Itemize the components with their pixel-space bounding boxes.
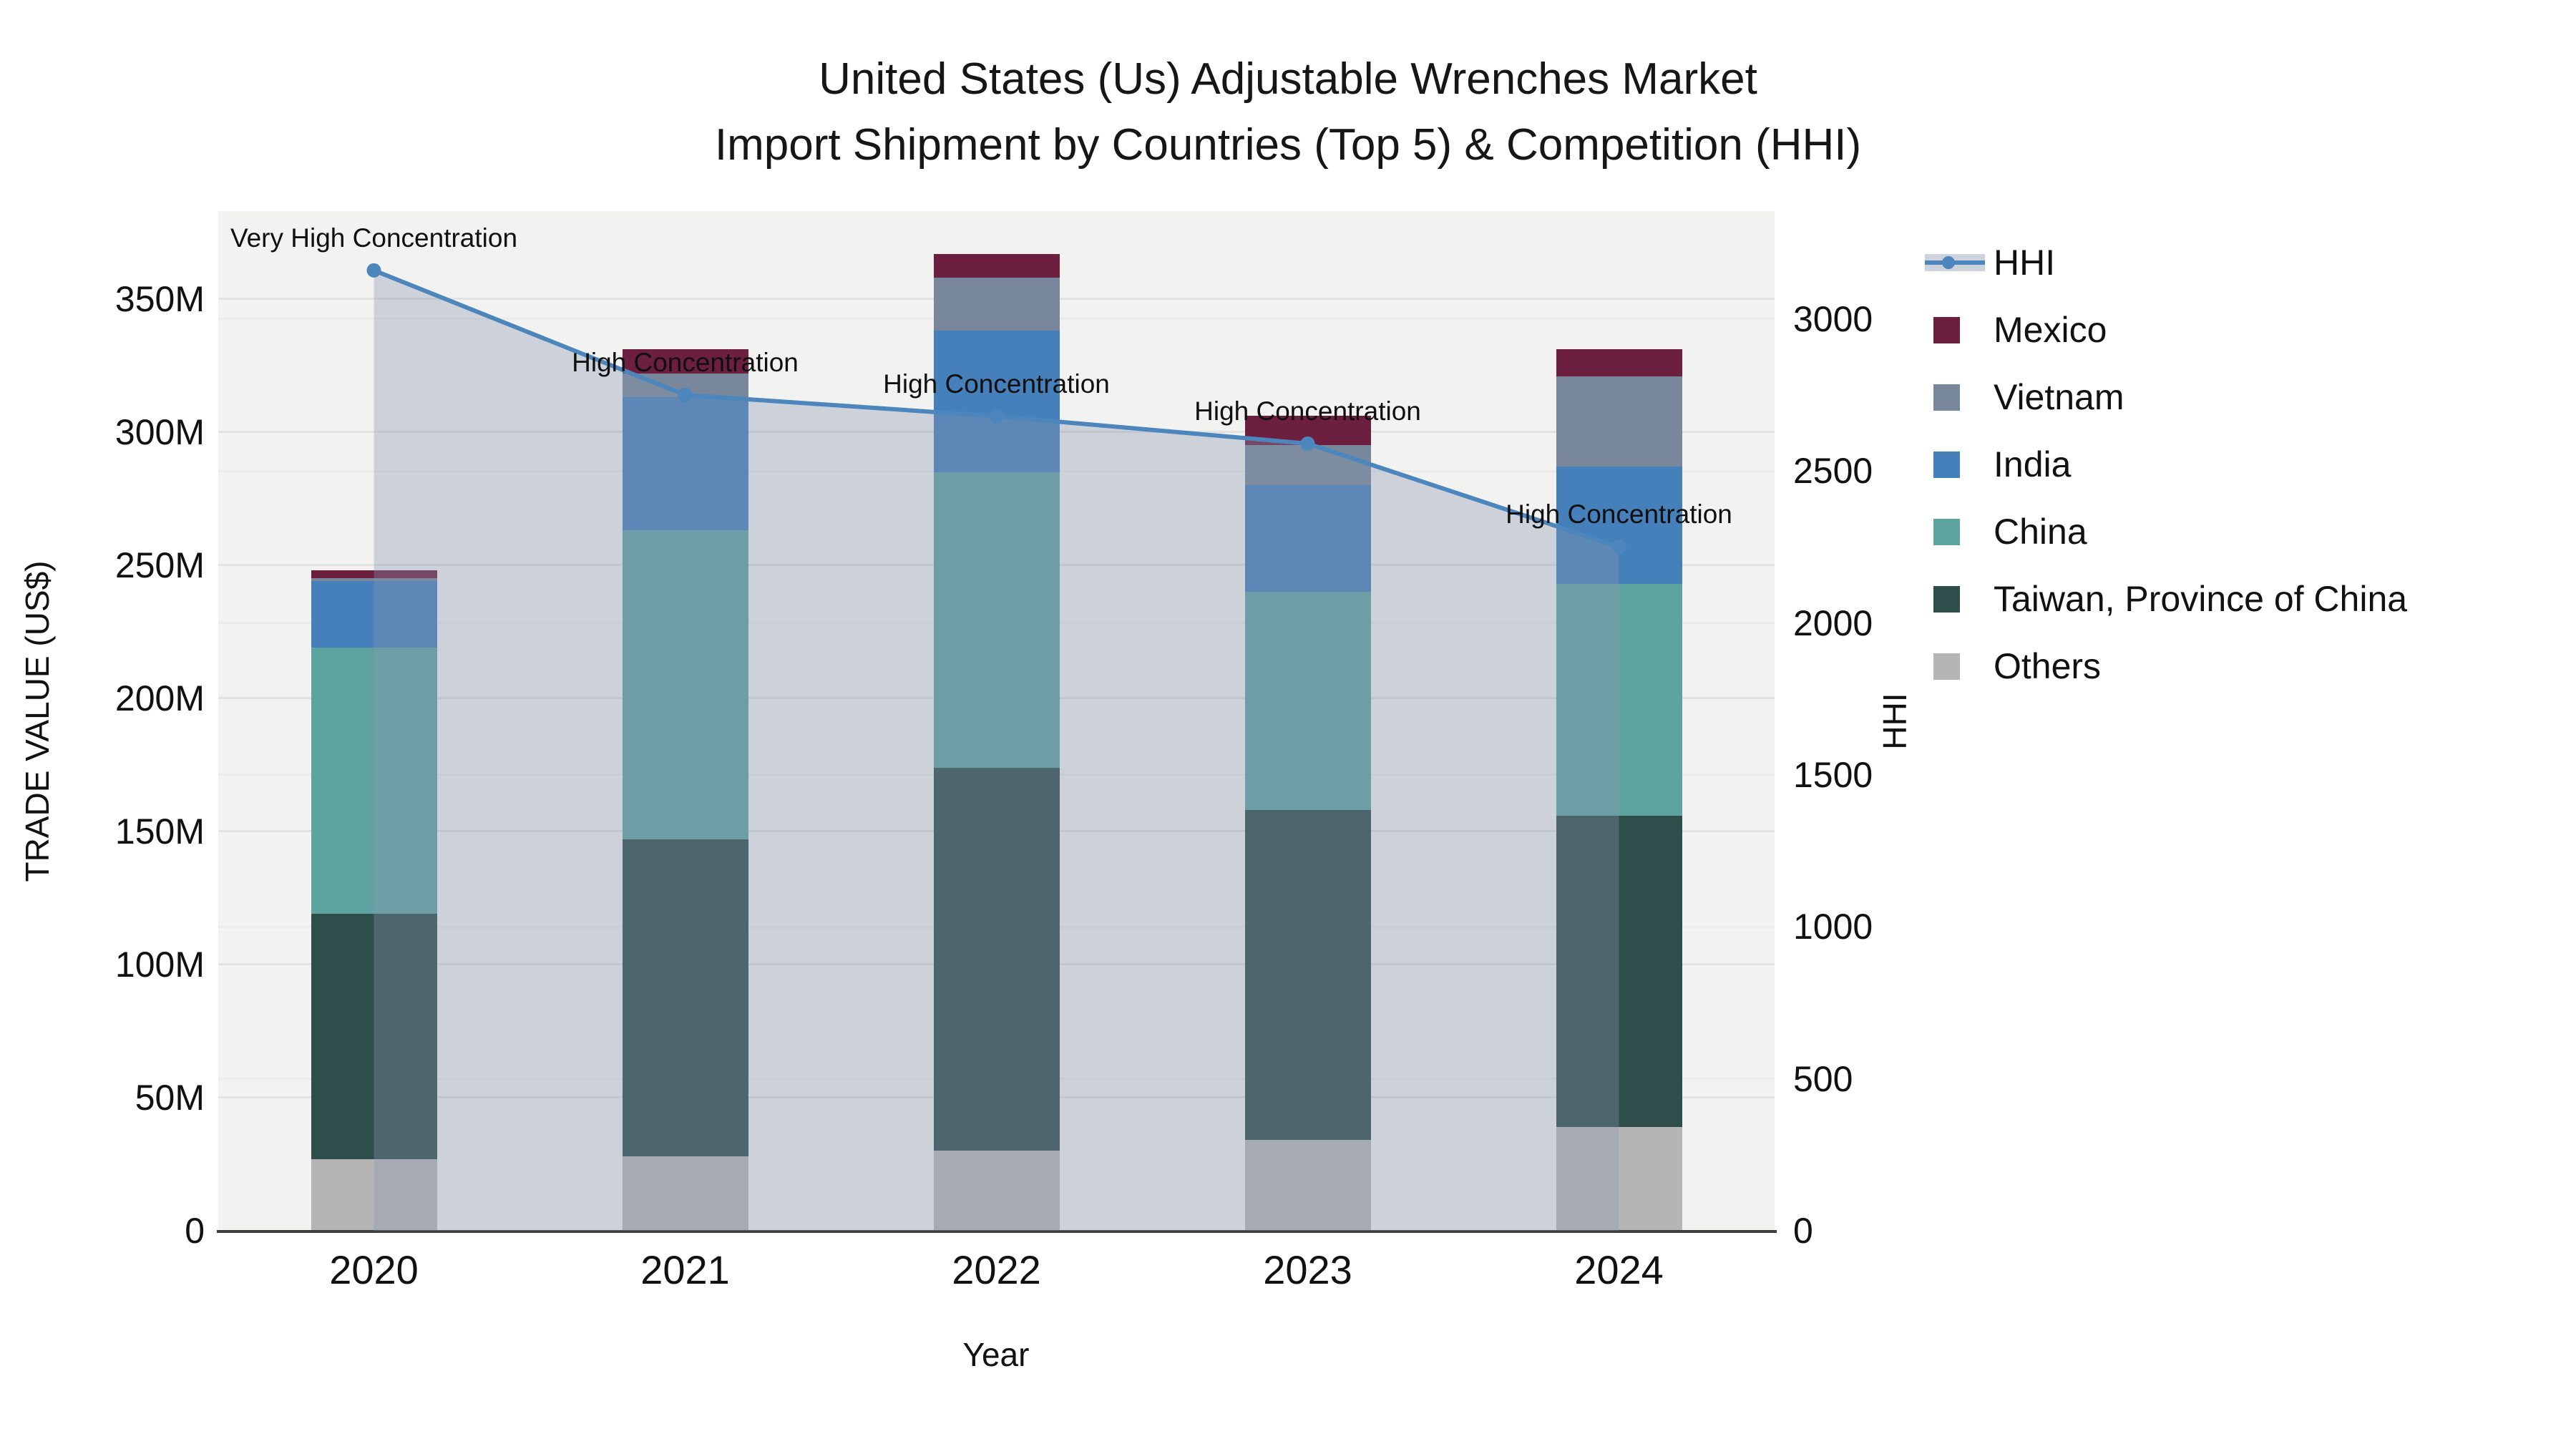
- color-swatch: [1933, 585, 1960, 613]
- bar-segment-india-2024: [1556, 467, 1682, 584]
- annotation-2020: Very High Concentration: [230, 223, 518, 253]
- legend-item-china[interactable]: China: [1925, 507, 2087, 556]
- hhi-marker: [1611, 540, 1626, 555]
- legend-label: Mexico: [1994, 310, 2107, 350]
- bar-segment-taiwan-province-of-china-2020: [311, 914, 437, 1159]
- bar-segment-vietnam-2024: [1556, 376, 1682, 467]
- bar-segment-india-2021: [622, 397, 748, 531]
- annotation-2023: High Concentration: [1194, 396, 1421, 426]
- chart-title-line1: United States (Us) Adjustable Wrenches M…: [819, 54, 1757, 104]
- bar-segment-mexico-2021: [622, 349, 748, 374]
- x-tick-2021: 2021: [640, 1247, 730, 1292]
- x-axis-title: Year: [962, 1336, 1030, 1373]
- bar-segment-vietnam-2023: [1244, 445, 1371, 486]
- color-swatch: [1933, 653, 1960, 680]
- x-axis-line: [217, 1230, 1777, 1233]
- bar-segment-others-2023: [1244, 1140, 1371, 1231]
- legend-item-taiwan-province-of-china[interactable]: Taiwan, Province of China: [1925, 575, 2407, 623]
- bar-segment-china-2021: [622, 530, 748, 840]
- annotation-2024: High Concentration: [1506, 499, 1732, 530]
- bar-segment-others-2022: [933, 1151, 1060, 1231]
- bar-segment-taiwan-province-of-china-2023: [1244, 810, 1371, 1141]
- y-tick-left-100M: 100M: [114, 944, 205, 985]
- bar-segment-mexico-2024: [1556, 349, 1682, 376]
- legend-swatch-mexico: [1925, 316, 1994, 343]
- y-tick-right-1000: 1000: [1793, 907, 1873, 947]
- hhi-area-fill: [374, 270, 1619, 1231]
- hhi-marker: [1300, 436, 1315, 451]
- legend-swatch-others: [1925, 653, 1994, 680]
- bar-segment-vietnam-2022: [933, 278, 1060, 331]
- y-tick-left-250M: 250M: [114, 545, 205, 585]
- legend-item-others[interactable]: Others: [1925, 642, 2101, 691]
- hhi-marker: [678, 387, 693, 402]
- y-tick-right-1500: 1500: [1793, 754, 1873, 795]
- y-axis-right-title: HHI: [1876, 693, 1913, 750]
- legend-swatch-china: [1925, 518, 1994, 545]
- bar-segment-china-2022: [933, 472, 1060, 768]
- legend-label: India: [1994, 444, 2072, 484]
- legend-swatch-taiwan-province-of-china: [1925, 585, 1994, 613]
- bar-segment-vietnam-2020: [311, 578, 437, 582]
- bar-segment-others-2024: [1556, 1126, 1682, 1231]
- annotation-2021: High Concentration: [572, 347, 799, 377]
- y-tick-left-0: 0: [185, 1211, 205, 1251]
- bar-segment-china-2024: [1556, 583, 1682, 816]
- bar-segment-mexico-2022: [933, 253, 1060, 278]
- hhi-marker: [989, 409, 1004, 424]
- hhi-line-icon: [1925, 254, 1994, 271]
- hhi-marker: [366, 263, 381, 278]
- y-axis-left-title: TRADE VALUE (US$): [19, 560, 56, 882]
- y-tick-left-350M: 350M: [114, 278, 205, 319]
- x-tick-2020: 2020: [329, 1247, 419, 1292]
- y-tick-left-300M: 300M: [114, 411, 205, 452]
- bar-segment-others-2021: [622, 1156, 748, 1231]
- x-tick-2022: 2022: [952, 1247, 1041, 1292]
- color-swatch: [1933, 451, 1960, 478]
- hhi-legend-line: [1925, 260, 1985, 265]
- y-tick-right-500: 500: [1793, 1058, 1853, 1099]
- legend-swatch-india: [1925, 451, 1994, 478]
- legend-label: Taiwan, Province of China: [1994, 579, 2408, 619]
- color-swatch: [1933, 384, 1960, 411]
- bar-segment-india-2023: [1244, 485, 1371, 592]
- legend-item-india[interactable]: India: [1925, 440, 2071, 489]
- legend-swatch-vietnam: [1925, 384, 1994, 411]
- annotation-2022: High Concentration: [883, 369, 1110, 399]
- bar-segment-others-2020: [311, 1158, 437, 1231]
- y-tick-left-150M: 150M: [114, 811, 205, 852]
- hhi-legend-marker: [1942, 256, 1955, 269]
- y-tick-right-2000: 2000: [1793, 602, 1873, 643]
- legend-item-vietnam[interactable]: Vietnam: [1925, 373, 2124, 421]
- y-tick-right-0: 0: [1793, 1211, 1813, 1251]
- y-tick-right-3000: 3000: [1793, 298, 1873, 339]
- bar-segment-india-2020: [311, 581, 437, 648]
- bar-segment-china-2020: [311, 648, 437, 914]
- legend-item-mexico[interactable]: Mexico: [1925, 306, 2107, 354]
- bar-segment-taiwan-province-of-china-2024: [1556, 815, 1682, 1127]
- bar-segment-taiwan-province-of-china-2022: [933, 767, 1060, 1151]
- bar-segment-india-2022: [933, 331, 1060, 472]
- bar-segment-china-2023: [1244, 592, 1371, 811]
- chart-title-line2: Import Shipment by Countries (Top 5) & C…: [714, 120, 1862, 170]
- color-swatch: [1933, 316, 1960, 343]
- legend-label: Vietnam: [1994, 377, 2124, 417]
- legend-label: Others: [1994, 646, 2102, 686]
- bar-segment-mexico-2020: [311, 570, 437, 579]
- x-tick-2023: 2023: [1263, 1247, 1352, 1292]
- hhi-legend-band: [1925, 254, 1985, 271]
- y-tick-left-50M: 50M: [135, 1077, 205, 1118]
- bar-segment-taiwan-province-of-china-2021: [622, 839, 748, 1156]
- color-swatch: [1933, 518, 1960, 545]
- legend-label: HHI: [1994, 243, 2056, 283]
- y-tick-right-2500: 2500: [1793, 451, 1873, 492]
- y-tick-left-200M: 200M: [114, 678, 205, 718]
- x-tick-2024: 2024: [1574, 1247, 1664, 1292]
- legend-item-hhi[interactable]: HHI: [1925, 238, 2055, 287]
- legend-label: China: [1994, 512, 2087, 552]
